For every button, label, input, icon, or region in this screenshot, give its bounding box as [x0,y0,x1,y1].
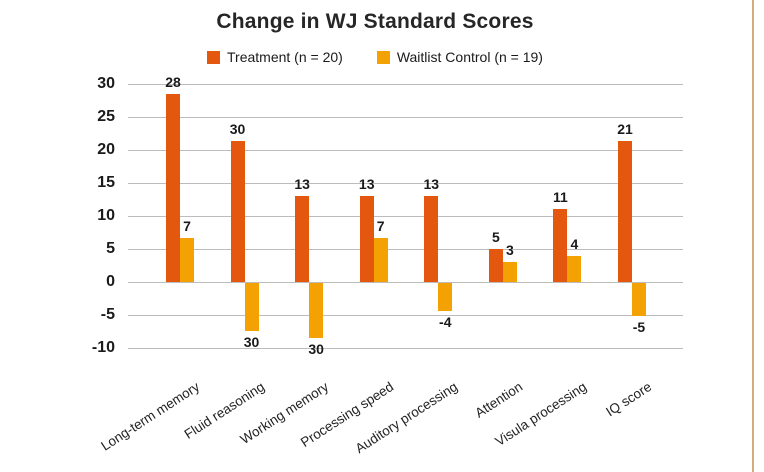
legend-item-waitlist-control-n-19-: Waitlist Control (n = 19) [376,49,543,65]
gridline-y-30 [128,84,683,85]
bar-waitlist-control-attention [502,262,517,282]
bar-waitlist-control-fluid-reasoning [244,283,259,332]
y-axis-tick-label: 15 [97,174,115,191]
bar-waitlist-control-working-memory [309,283,324,338]
panel-right-border [752,0,754,472]
value-label-treatment-processing-speed: 13 [358,176,375,193]
value-label-treatment-attention: 5 [491,229,500,245]
legend: Treatment (n = 20) Waitlist Control (n = … [0,49,750,65]
value-label-waitlist-control-visula-processing: 4 [570,236,579,253]
bar-treatment-working-memory [295,196,310,282]
legend-label: Waitlist Control (n = 19) [396,49,543,65]
gridline-y-10 [128,216,683,217]
bar-treatment-long-term-memory [166,93,180,282]
bar-treatment-attention [488,249,503,282]
plot-area: 28 7 30 30 13 30 13 7 13 -4 5 3 11 4 21 -5 [128,74,683,357]
y-axis-tick-label: 30 [97,75,115,92]
y-axis-tick-label: 5 [106,240,115,257]
bar-waitlist-control-long-term-memory [180,237,194,282]
legend-swatch-icon [376,50,390,64]
bar-waitlist-control-iq-score [631,283,646,316]
gridline-y-25 [128,117,683,118]
bar-treatment-visula-processing [553,209,568,282]
x-axis-category-label-long-term-memory: Long-term memory [98,379,203,454]
value-label-treatment-fluid-reasoning: 30 [229,121,246,138]
bar-waitlist-control-auditory-processing [438,283,453,311]
gridline-y--5 [128,315,683,316]
gridline-y-20 [128,150,683,151]
y-axis-tick-label: 20 [97,141,115,158]
y-axis-tick-label: 0 [106,273,115,290]
bar-treatment-iq-score [617,141,632,282]
gridline-y--10 [128,348,683,349]
legend-label: Treatment (n = 20) [227,49,343,65]
y-axis-tick-label: 10 [97,207,115,224]
value-label-treatment-iq-score: 21 [617,121,633,138]
legend-swatch-icon [207,50,221,64]
value-label-treatment-long-term-memory: 28 [165,73,181,90]
legend-item-treatment-n-20-: Treatment (n = 20) [207,49,343,65]
value-label-treatment-auditory-processing: 13 [423,176,440,193]
bar-waitlist-control-visula-processing [567,256,582,282]
y-axis-tick-label: 25 [97,108,115,125]
value-label-treatment-visula-processing: 11 [553,189,568,206]
value-label-waitlist-control-processing-speed: 7 [376,217,385,234]
value-label-waitlist-control-auditory-processing: -4 [439,313,452,330]
y-axis-tick-label: -5 [100,306,115,323]
bar-treatment-fluid-reasoning [230,141,245,282]
value-label-waitlist-control-attention: 3 [505,242,514,259]
gridline-y-15 [128,183,683,184]
gridline-y-5 [128,249,683,250]
y-axis-tick-label: -10 [91,339,115,356]
chart-title: Change in WJ Standard Scores [216,10,534,33]
bar-waitlist-control-processing-speed [373,237,388,282]
value-label-treatment-working-memory: 13 [294,176,310,193]
value-label-waitlist-control-working-memory: 30 [308,340,324,357]
value-label-waitlist-control-long-term-memory: 7 [183,217,191,234]
bar-treatment-processing-speed [359,196,374,282]
value-label-waitlist-control-iq-score: -5 [632,319,646,335]
value-label-waitlist-control-fluid-reasoning: 30 [243,334,260,351]
gridline-y-0 [128,282,683,283]
bar-treatment-auditory-processing [424,196,439,282]
